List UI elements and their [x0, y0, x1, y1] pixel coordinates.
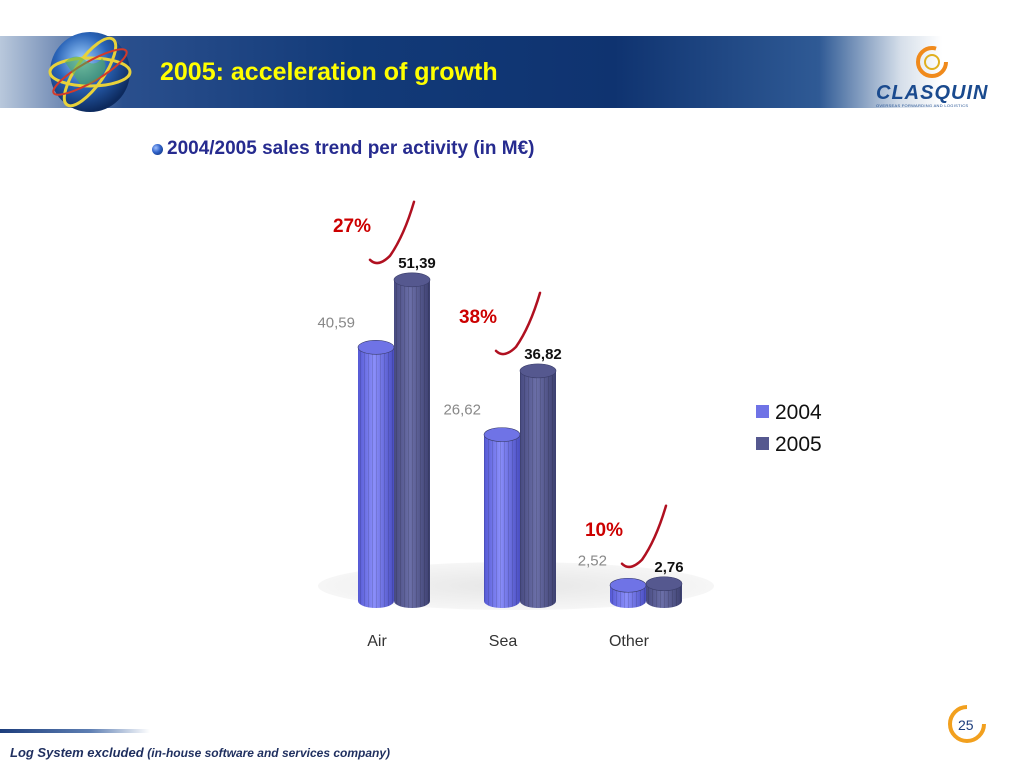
footnote: Log System excluded (in-house software a…	[10, 745, 390, 760]
footnote-detail: (in-house software and services company)	[147, 746, 391, 760]
legend-swatch-2005	[756, 437, 769, 450]
bullet-icon	[152, 143, 163, 155]
page-number: 25	[958, 717, 974, 733]
globe-icon	[48, 32, 132, 112]
category-label-other: Other	[609, 633, 650, 650]
legend-label-2005: 2005	[775, 433, 822, 456]
clasquin-logo	[916, 46, 948, 78]
value-label-other-2004: 2,52	[578, 552, 607, 569]
header-band	[0, 36, 1024, 108]
legend-label-2004: 2004	[775, 401, 822, 424]
legend-swatch-2004	[756, 405, 769, 418]
value-label-air-2004: 40,59	[317, 314, 355, 331]
logo-tagline: OVERSEAS FORWARDING AND LOGISTICS	[876, 103, 969, 108]
footnote-main: Log System excluded	[10, 745, 144, 760]
bar-sea-2004	[483, 427, 521, 608]
value-label-other-2005: 2,76	[654, 559, 683, 576]
bar-air-2004	[357, 340, 395, 608]
value-label-sea-2005: 36,82	[524, 346, 562, 363]
value-label-air-2005: 51,39	[398, 255, 436, 272]
bar-air-2005	[393, 272, 431, 608]
bar-other-2004	[609, 577, 647, 608]
growth-label-other: 10%	[585, 520, 623, 541]
bar-other-2005	[645, 576, 683, 608]
category-label-air: Air	[367, 633, 387, 650]
chart-subtitle: 2004/2005 sales trend per activity (in M…	[167, 138, 535, 159]
footer-line	[0, 729, 150, 733]
growth-arrow-sea	[494, 291, 542, 356]
bar-sea-2005	[519, 363, 557, 608]
page-number-badge-icon	[948, 705, 986, 743]
category-label-sea: Sea	[489, 633, 518, 650]
growth-arrow-air	[368, 200, 416, 265]
value-label-sea-2004: 26,62	[443, 402, 481, 419]
growth-arrow-other	[620, 504, 668, 569]
logo-text: CLASQUIN	[876, 82, 989, 104]
subtitle-row: 2004/2005 sales trend per activity (in M…	[152, 137, 535, 161]
slide-title: 2005: acceleration of growth	[160, 58, 498, 86]
growth-label-sea: 38%	[459, 307, 497, 328]
growth-label-air: 27%	[333, 216, 371, 237]
